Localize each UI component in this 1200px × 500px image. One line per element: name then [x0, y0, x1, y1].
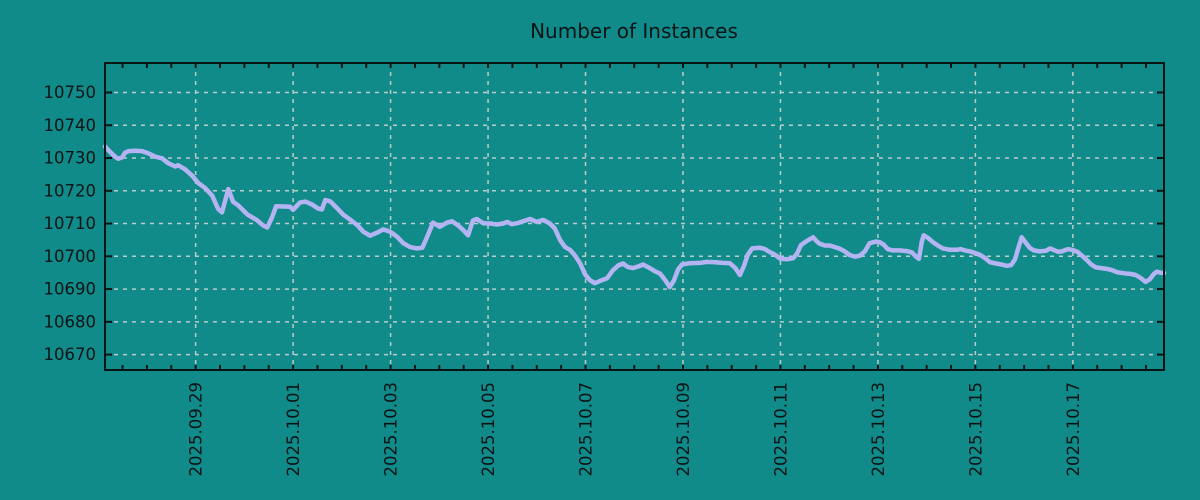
y-tick-label: 10730 [44, 149, 97, 168]
label-layer: 10670 10680 10690 10700 10710 10720 10730 10740… [44, 83, 1083, 476]
axis-layer [104, 62, 1165, 371]
y-tick-label: 10720 [44, 181, 97, 200]
y-tick-label: 10700 [44, 247, 97, 266]
y-tick-label: 10670 [44, 345, 97, 364]
x-tick-label: 2025.10.11 [771, 382, 790, 476]
x-tick-label: 2025.10.17 [1064, 382, 1083, 476]
x-tick-label: 2025.10.07 [577, 382, 596, 476]
y-tick-label: 10710 [44, 214, 97, 233]
chart-title: Number of Instances [530, 19, 738, 43]
x-tick-label: 2025.10.03 [382, 382, 401, 476]
x-tick-label: 2025.09.29 [187, 382, 206, 476]
x-tick-label: 2025.10.15 [966, 382, 985, 476]
x-tick-label: 2025.10.01 [284, 382, 303, 476]
x-tick-label: 2025.10.13 [869, 382, 888, 476]
series-layer [102, 144, 1167, 290]
y-tick-label: 10750 [44, 83, 97, 102]
x-tick-label: 2025.10.09 [674, 382, 693, 476]
instances-series-line [102, 144, 1167, 290]
y-tick-label: 10690 [44, 280, 97, 299]
plot-border [104, 62, 1165, 371]
x-tick-label: 2025.10.05 [479, 382, 498, 476]
y-tick-label: 10740 [44, 116, 97, 135]
grid-layer [105, 63, 1164, 370]
y-tick-label: 10680 [44, 312, 97, 331]
